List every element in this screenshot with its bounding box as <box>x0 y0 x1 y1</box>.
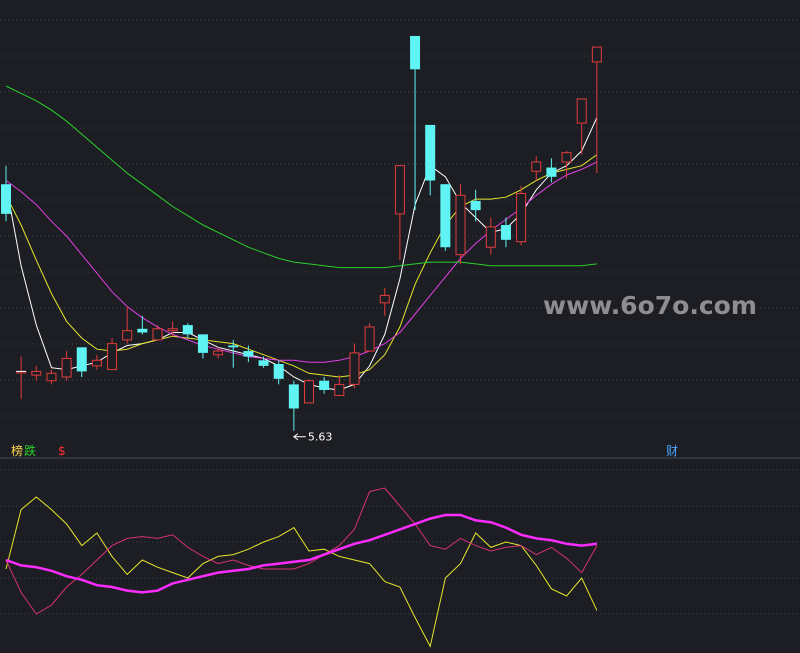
candle-body-down <box>319 380 330 390</box>
candle-body-up <box>91 359 102 367</box>
candle-body-up <box>576 98 587 124</box>
candle <box>349 343 360 389</box>
candle-body-up <box>455 194 466 256</box>
candle <box>107 338 118 371</box>
candle <box>61 351 72 381</box>
candle <box>561 150 572 179</box>
candle-body-down <box>546 167 557 177</box>
moving-averages <box>5 85 598 391</box>
indicator-line-ind_pink <box>5 487 598 615</box>
candle-body-down <box>258 360 269 366</box>
candle-body-down <box>228 345 239 348</box>
candle <box>425 124 436 196</box>
watermark: www.6o7o.com <box>543 291 757 320</box>
candle <box>319 376 330 394</box>
candle <box>410 35 421 211</box>
candle <box>379 288 390 316</box>
candle <box>591 46 602 174</box>
candle-body-down <box>243 351 254 357</box>
candle <box>304 378 314 404</box>
candle-body-up <box>334 383 345 397</box>
candle-body-up <box>213 350 224 356</box>
candle <box>485 217 496 255</box>
candle <box>167 321 178 337</box>
tag-dollar: $ <box>58 444 66 458</box>
candle <box>334 375 345 397</box>
candle <box>531 156 542 181</box>
candle-body-up <box>122 330 133 341</box>
candle-body-down <box>197 334 208 353</box>
candle <box>213 347 224 359</box>
ma-line-ma_green <box>5 85 597 269</box>
candle <box>152 325 163 341</box>
candle-body-down <box>425 124 436 181</box>
tag-bang: 榜 <box>11 443 23 458</box>
candle-body-down <box>500 225 511 240</box>
candle <box>455 184 466 264</box>
candle <box>500 217 511 248</box>
candle <box>470 189 481 222</box>
candle <box>440 184 451 251</box>
candle-body-up <box>364 326 375 352</box>
candle-body-up <box>152 328 163 341</box>
indicator-line-ind_yellow <box>5 496 598 648</box>
candle <box>46 369 57 385</box>
candle-body-down <box>137 328 148 333</box>
candle-body-up <box>349 352 360 385</box>
low-price-marker: 5.63 <box>293 431 333 444</box>
candle <box>1 165 11 222</box>
candle-body-down <box>440 184 451 248</box>
indicator-line-ind_magenta <box>5 513 598 594</box>
candle-body-up <box>46 372 57 382</box>
candle <box>546 158 557 183</box>
candle-body-up <box>167 328 178 332</box>
candle-body-down <box>410 35 421 70</box>
candle <box>243 345 254 363</box>
candle <box>364 323 375 352</box>
ma-line-ma_yellow <box>5 154 598 378</box>
candle <box>122 306 133 344</box>
candle <box>288 380 299 431</box>
tag-die: 跌 <box>24 443 36 458</box>
candle-body-down <box>1 184 11 214</box>
candle-body-up <box>591 46 602 63</box>
candle-body-up <box>485 226 496 248</box>
candle <box>394 165 405 261</box>
candle <box>91 354 102 370</box>
candle-body-down <box>288 384 299 409</box>
candle <box>258 356 269 368</box>
ma-line-ma_magenta <box>5 161 598 363</box>
low-marker-label: 5.63 <box>308 431 333 444</box>
candle-body-down <box>76 347 87 372</box>
candle-body-up <box>516 192 527 243</box>
candle-body-up <box>561 152 572 163</box>
indicator-panel <box>5 487 598 648</box>
candle <box>137 315 148 335</box>
candle-body-down <box>273 364 284 379</box>
candle-body-down <box>182 325 193 335</box>
ma-line-ma_white <box>5 117 598 391</box>
candle <box>228 339 239 368</box>
candle-body-up <box>31 370 42 376</box>
candle-body-up <box>394 165 405 215</box>
candle-body-up <box>379 294 390 304</box>
candle-body-down <box>470 200 481 211</box>
candle <box>516 186 527 246</box>
candlesticks <box>1 35 602 431</box>
candle <box>16 356 27 400</box>
candle <box>31 365 42 381</box>
candle <box>76 347 87 377</box>
candle-body-up <box>304 380 314 404</box>
candle-body-up <box>531 161 542 172</box>
candle <box>197 334 208 359</box>
candle <box>273 360 284 385</box>
candle-body-up <box>61 357 72 378</box>
candle-body-up <box>107 343 118 371</box>
tag-cai: 财 <box>666 444 678 458</box>
low-marker-arrowhead <box>293 433 299 441</box>
candle <box>576 98 587 155</box>
candle <box>182 323 193 339</box>
